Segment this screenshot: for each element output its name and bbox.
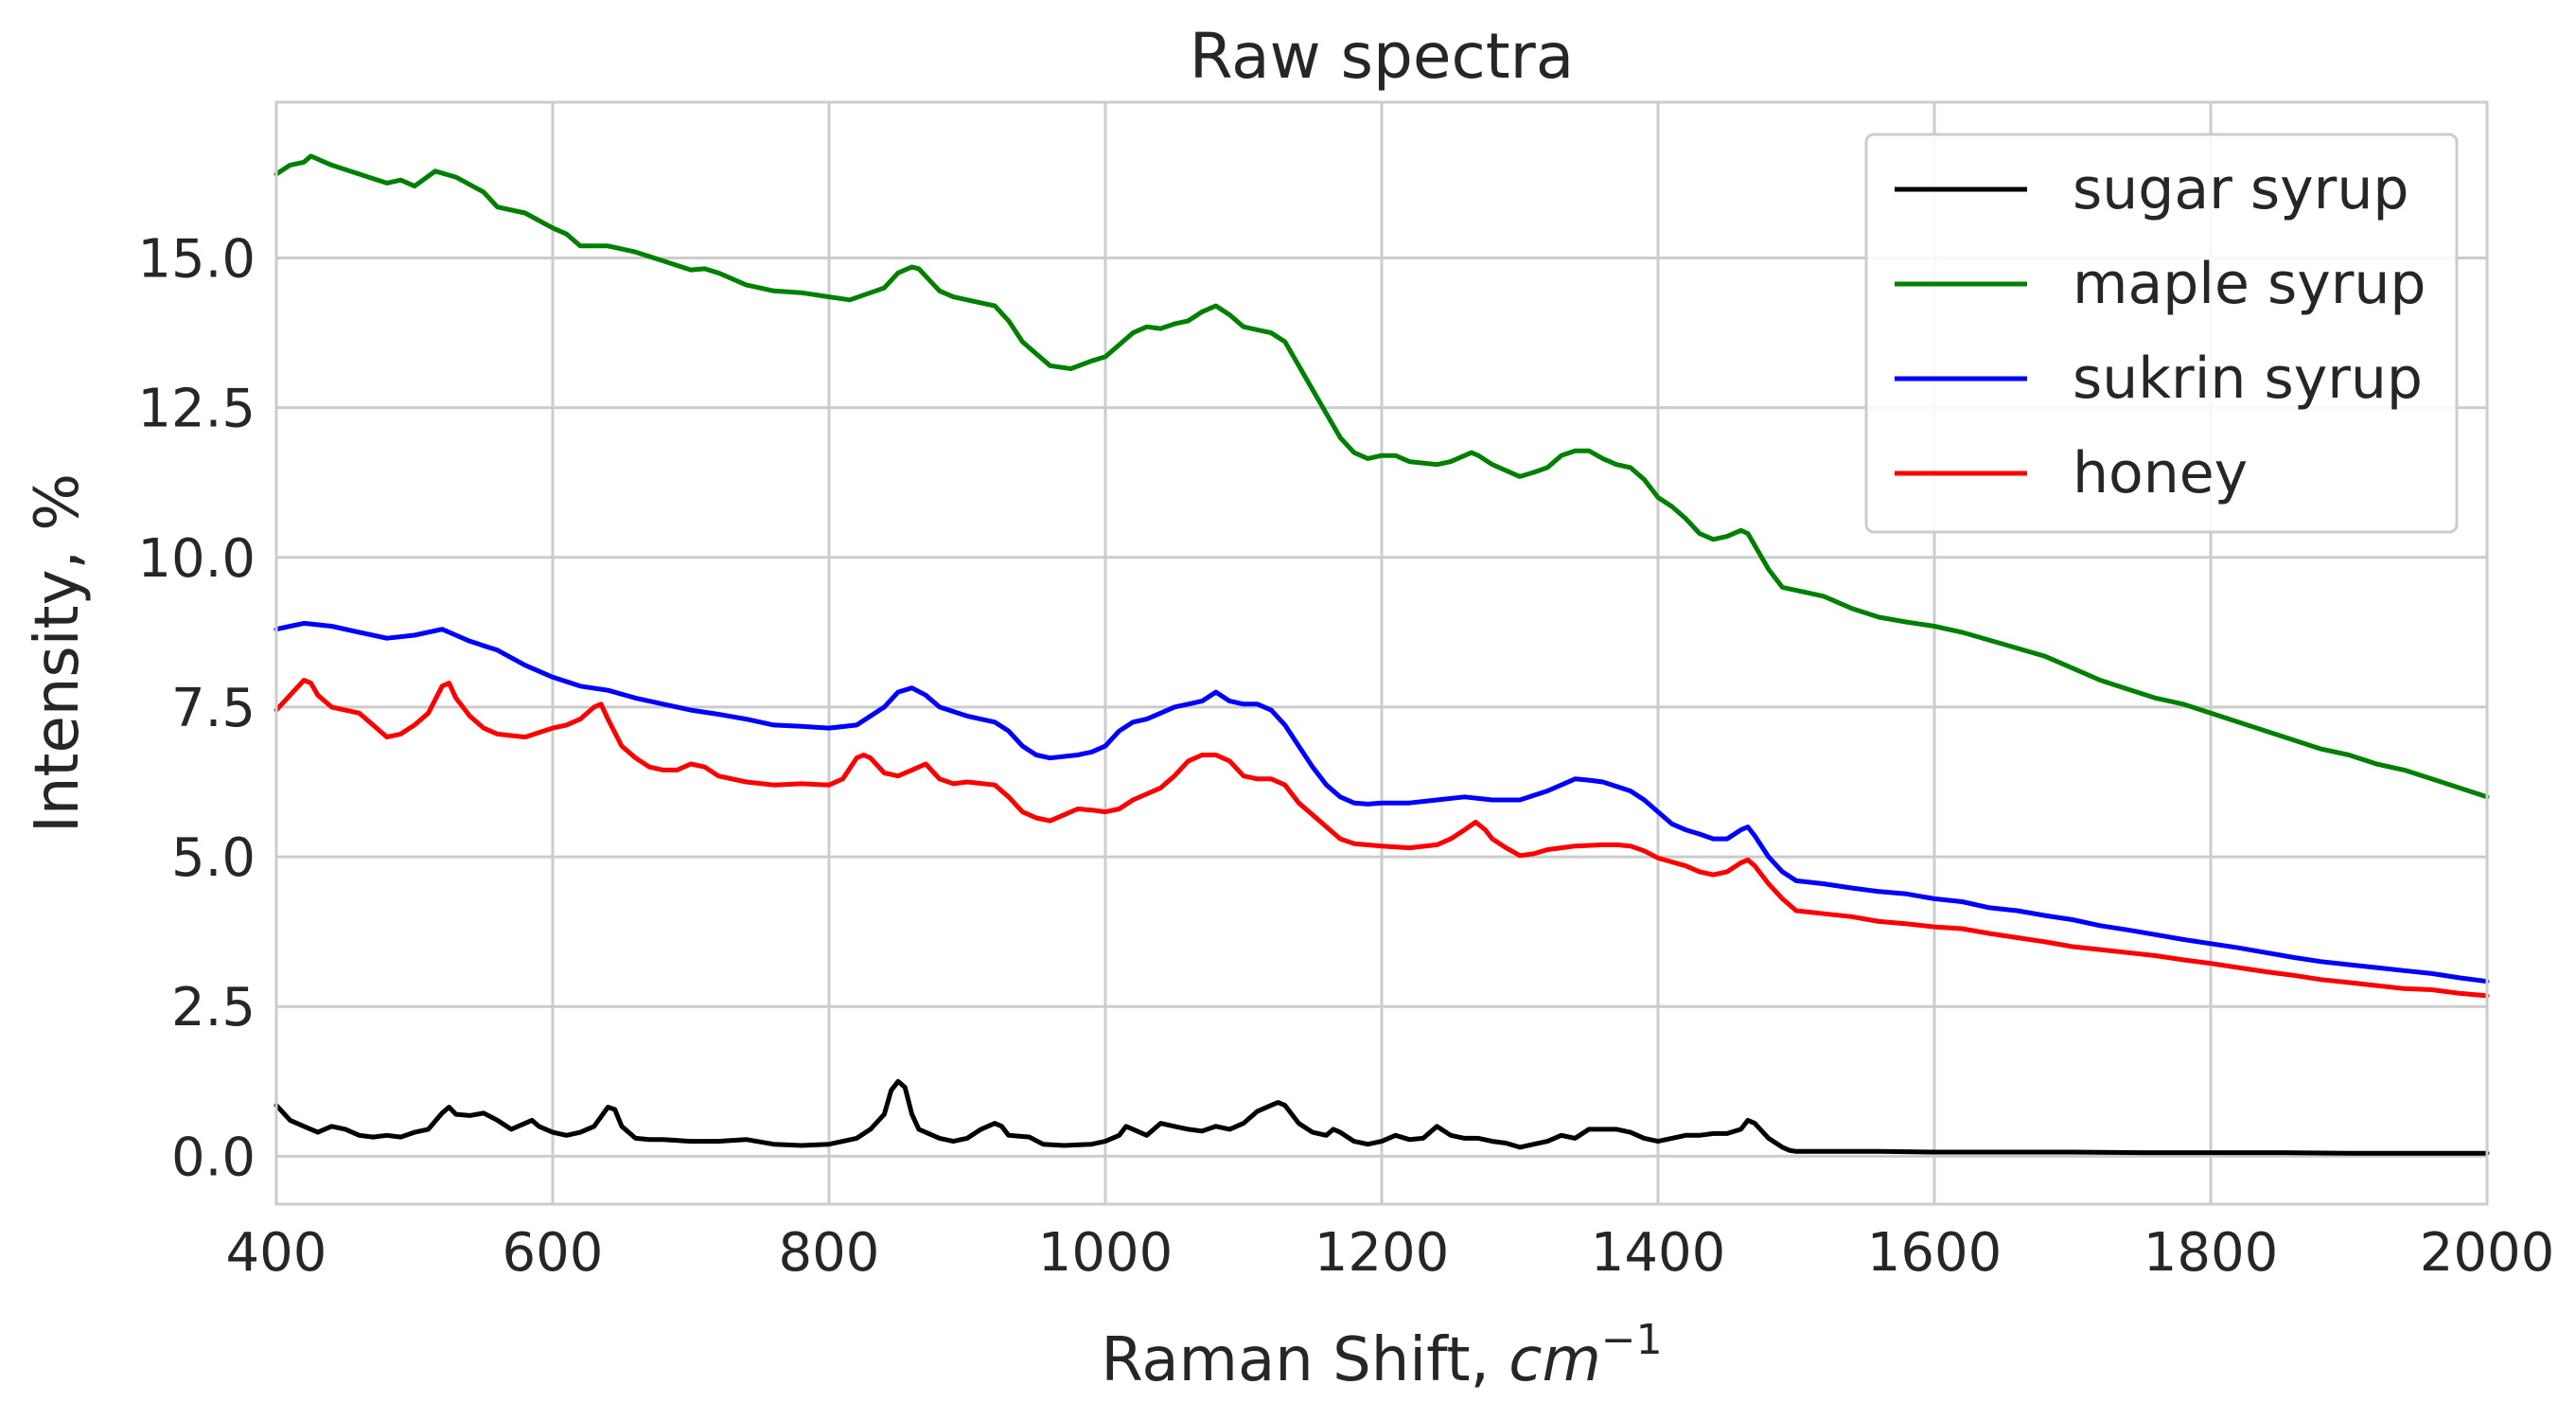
legend-label-sugar-syrup: sugar syrup: [2073, 156, 2408, 222]
series-line-honey: [273, 678, 2490, 999]
series-lines: [273, 153, 2490, 1156]
legend-label-maple-syrup: maple syrup: [2073, 251, 2426, 317]
y-tick-label: 2.5: [171, 977, 256, 1038]
y-tick-label: 5.0: [171, 827, 256, 889]
x-tick-label: 800: [779, 1222, 880, 1284]
x-tick-label: 1200: [1314, 1222, 1450, 1284]
plot-frame: [274, 100, 2489, 1206]
x-tick-label: 1600: [1867, 1222, 2003, 1284]
x-axis-label-exponent: −1: [1601, 1316, 1663, 1364]
x-tick-label: 1800: [2144, 1222, 2279, 1284]
legend: sugar syrup maple syrup sukrin syrup honey: [1864, 133, 2459, 534]
legend-label-honey: honey: [2073, 440, 2248, 506]
series-line-sugar-syrup: [273, 1078, 2490, 1156]
y-axis-label: Intensity, %: [23, 473, 93, 833]
x-tick-label: 1400: [1591, 1222, 1726, 1284]
y-tick-label: 0.0: [171, 1127, 256, 1188]
x-axis-label-text: Raman Shift,: [1101, 1325, 1509, 1395]
series-line-sukrin-syrup: [273, 620, 2490, 985]
x-tick-label: 600: [503, 1222, 604, 1284]
y-tick-label: 7.5: [171, 678, 256, 739]
y-tick-label: 12.5: [137, 379, 256, 440]
x-axis-label: Raman Shift, cm−1: [1101, 1316, 1662, 1395]
x-tick-label: 2000: [2420, 1222, 2555, 1284]
y-tick-label: 15.0: [137, 228, 256, 290]
x-tick-label: 1000: [1038, 1222, 1173, 1284]
x-axis-ticks: 400 600 800 1000 1200 1400 1600 1800 2000: [226, 1222, 2555, 1284]
chart-title: Raw spectra: [1190, 20, 1574, 93]
legend-label-sukrin-syrup: sukrin syrup: [2073, 346, 2423, 412]
x-tick-label: 400: [226, 1222, 327, 1284]
y-axis-ticks: 0.0 2.5 5.0 7.5 10.0 12.5 15.0: [137, 228, 256, 1188]
series-line-maple-syrup: [273, 153, 2490, 800]
x-axis-label-unit: cm: [1509, 1325, 1601, 1395]
legend-box: [1864, 133, 2459, 534]
y-tick-label: 10.0: [137, 528, 256, 590]
